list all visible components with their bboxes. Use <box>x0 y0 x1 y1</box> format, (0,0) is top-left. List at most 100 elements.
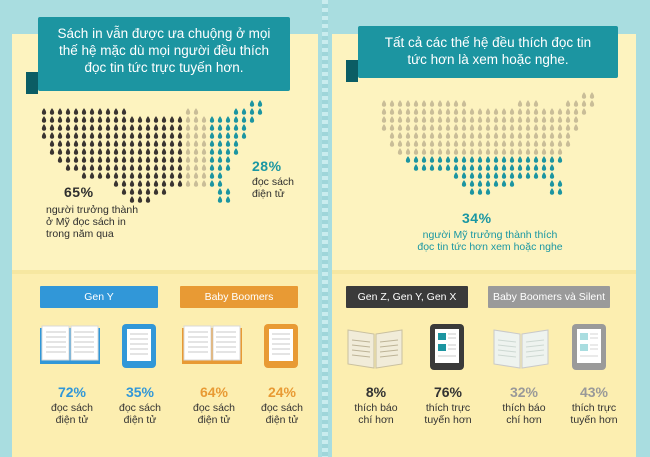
droplet <box>201 172 207 179</box>
droplet <box>509 164 515 171</box>
droplet <box>57 132 63 139</box>
droplet <box>485 108 491 115</box>
droplet <box>209 132 215 139</box>
droplet <box>97 148 103 155</box>
droplet <box>81 124 87 131</box>
droplet <box>121 180 127 187</box>
pct-caption: đọc sách điện tử <box>50 402 94 426</box>
droplet <box>145 172 151 179</box>
droplet <box>501 140 507 147</box>
droplet <box>193 156 199 163</box>
droplet <box>509 132 515 139</box>
droplet <box>217 140 223 147</box>
droplet <box>469 172 475 179</box>
droplet <box>549 124 555 131</box>
droplet <box>461 100 467 107</box>
droplet <box>573 108 579 115</box>
droplet <box>225 148 231 155</box>
droplet <box>209 172 215 179</box>
stat-secondary-label: đọc sách điện tử <box>252 176 295 200</box>
droplet <box>153 180 159 187</box>
droplet <box>573 116 579 123</box>
droplet <box>469 164 475 171</box>
droplet <box>421 140 427 147</box>
droplet <box>73 148 79 155</box>
droplet <box>477 172 483 179</box>
droplet <box>397 124 403 131</box>
droplet <box>557 140 563 147</box>
droplet <box>533 100 539 107</box>
droplet <box>421 116 427 123</box>
droplet <box>113 116 119 123</box>
droplet <box>81 132 87 139</box>
droplet <box>129 196 135 203</box>
droplet <box>453 148 459 155</box>
droplet <box>541 116 547 123</box>
droplet <box>105 172 111 179</box>
droplet <box>541 140 547 147</box>
droplet <box>113 156 119 163</box>
droplet <box>445 164 451 171</box>
droplet <box>493 164 499 171</box>
droplet <box>493 132 499 139</box>
droplet <box>477 188 483 195</box>
droplet <box>137 156 143 163</box>
droplet <box>509 148 515 155</box>
droplet <box>437 132 443 139</box>
droplet <box>161 132 167 139</box>
droplet <box>517 148 523 155</box>
droplet <box>193 164 199 171</box>
droplet <box>453 116 459 123</box>
droplet <box>413 140 419 147</box>
droplet <box>405 132 411 139</box>
droplet <box>153 188 159 195</box>
droplet <box>525 148 531 155</box>
droplet <box>461 156 467 163</box>
droplet <box>493 140 499 147</box>
pct-value: 35% <box>125 384 155 400</box>
tablet-icon <box>572 324 606 370</box>
droplet <box>541 164 547 171</box>
droplet <box>145 156 151 163</box>
droplet <box>81 148 87 155</box>
droplet <box>565 108 571 115</box>
droplet <box>169 124 175 131</box>
droplet <box>185 180 191 187</box>
droplet <box>257 100 263 107</box>
droplet <box>185 132 191 139</box>
pct-value: 72% <box>57 384 87 400</box>
droplet <box>485 124 491 131</box>
droplet <box>469 180 475 187</box>
droplet <box>421 108 427 115</box>
droplet <box>177 180 183 187</box>
droplet <box>209 180 215 187</box>
droplet <box>57 140 63 147</box>
droplet <box>145 164 151 171</box>
droplet <box>65 108 71 115</box>
droplet <box>477 108 483 115</box>
droplet <box>525 108 531 115</box>
droplet <box>413 108 419 115</box>
stat-main-label: người Mỹ trưởng thành thích đọc tin tức … <box>417 229 563 253</box>
droplet <box>493 172 499 179</box>
droplet <box>501 172 507 179</box>
droplet <box>453 132 459 139</box>
droplet <box>589 92 595 99</box>
droplet <box>477 180 483 187</box>
droplet <box>177 172 183 179</box>
droplet <box>73 124 79 131</box>
droplet <box>225 116 231 123</box>
droplet <box>121 156 127 163</box>
droplet <box>169 132 175 139</box>
droplet <box>41 116 47 123</box>
droplet <box>73 132 79 139</box>
droplet <box>81 156 87 163</box>
droplet <box>161 188 167 195</box>
droplet <box>65 124 71 131</box>
droplet <box>225 132 231 139</box>
group-tag-gen-zyx: Gen Z, Gen Y, Gen X <box>346 286 468 308</box>
droplet <box>397 100 403 107</box>
droplet <box>461 180 467 187</box>
droplet <box>161 164 167 171</box>
right-headline-ribbon: Tất cả các thế hệ đều thích đọc tin tức … <box>358 26 618 78</box>
